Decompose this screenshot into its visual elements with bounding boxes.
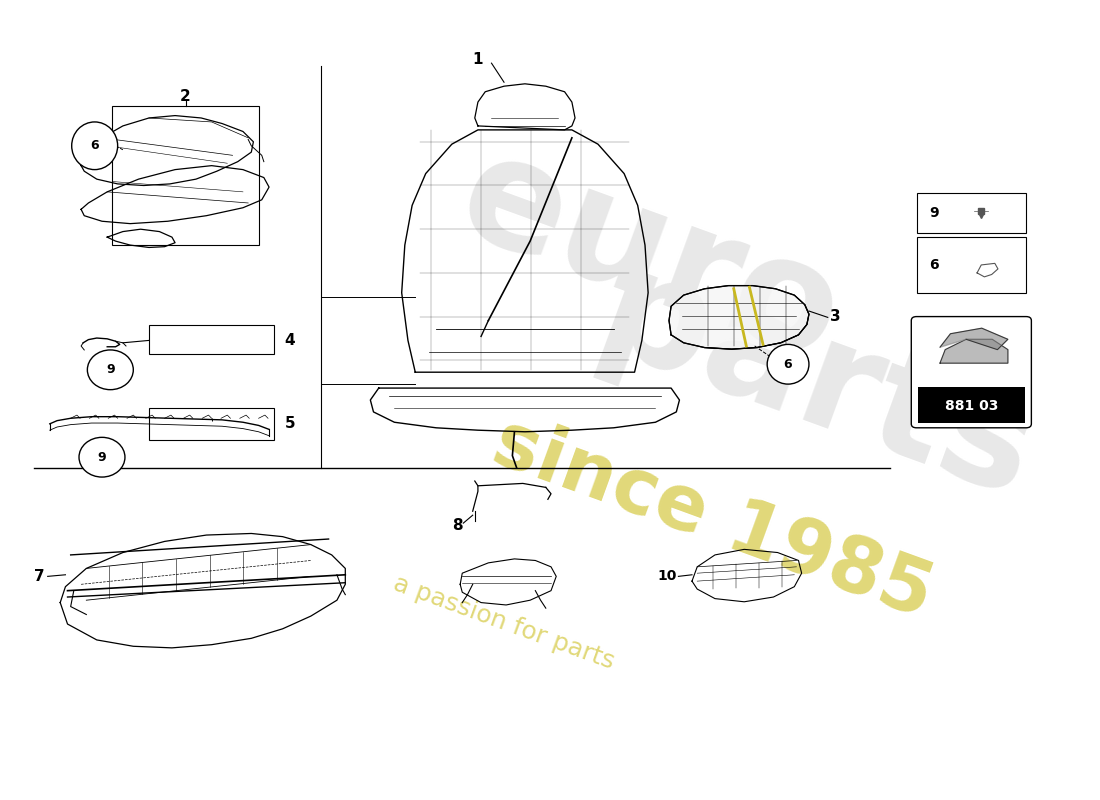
- Text: 1: 1: [473, 53, 483, 67]
- Polygon shape: [669, 286, 808, 349]
- Ellipse shape: [87, 350, 133, 390]
- Text: 9: 9: [98, 450, 107, 464]
- Text: 7: 7: [34, 569, 44, 584]
- Polygon shape: [940, 339, 1008, 363]
- Text: 6: 6: [930, 258, 938, 272]
- Text: 2: 2: [180, 89, 191, 104]
- Bar: [148, 325, 274, 354]
- Ellipse shape: [767, 344, 808, 384]
- Text: 3: 3: [829, 309, 840, 324]
- Text: 6: 6: [783, 358, 792, 370]
- Bar: [916, 194, 1026, 233]
- Bar: [112, 106, 258, 245]
- Text: euro: euro: [440, 120, 860, 394]
- Text: parts: parts: [580, 237, 1055, 531]
- Polygon shape: [940, 328, 1008, 350]
- Text: 4: 4: [285, 333, 296, 348]
- Ellipse shape: [79, 438, 125, 477]
- Text: 9: 9: [106, 363, 114, 376]
- Text: 6: 6: [90, 139, 99, 152]
- FancyBboxPatch shape: [911, 317, 1032, 428]
- Bar: [917, 387, 1025, 423]
- Text: since 1985: since 1985: [483, 406, 943, 633]
- Text: 9: 9: [930, 206, 938, 220]
- Text: 10: 10: [657, 570, 676, 583]
- Text: a passion for parts: a passion for parts: [390, 571, 618, 674]
- Text: 8: 8: [452, 518, 462, 533]
- Text: 881 03: 881 03: [945, 398, 998, 413]
- Bar: [916, 237, 1026, 293]
- Text: 5: 5: [285, 416, 296, 431]
- Ellipse shape: [72, 122, 118, 170]
- Bar: [148, 408, 274, 440]
